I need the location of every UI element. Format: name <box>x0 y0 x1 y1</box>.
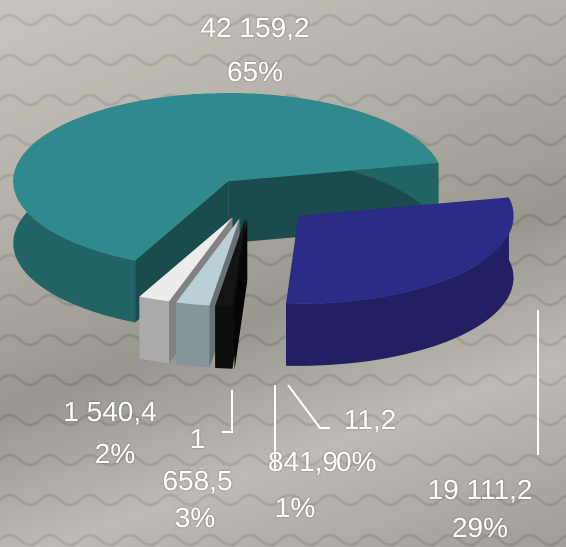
slice-wall <box>139 297 169 364</box>
percent-label: 1% <box>260 492 330 524</box>
percent-label: 65% <box>205 56 305 88</box>
value-label: 841,9 <box>248 446 338 478</box>
slice-wall <box>215 306 232 369</box>
chart: 42 159,2 65% 19 111,2 29% 1 540,4 2% 1 658,53%… <box>0 0 566 547</box>
percent-label: 0% <box>336 446 386 478</box>
value-label: 11,2 <box>330 404 410 436</box>
slice-wall <box>176 303 209 368</box>
value-label: 1 540,4 <box>45 396 175 428</box>
value-label: 19 111,2 <box>405 474 555 506</box>
percent-label: 2% <box>80 438 150 470</box>
percent-label: 3% <box>160 502 230 534</box>
percent-label: 29% <box>430 512 530 544</box>
value-label: 42 159,2 <box>175 12 335 44</box>
value-label: 1 658,5 <box>160 418 235 502</box>
